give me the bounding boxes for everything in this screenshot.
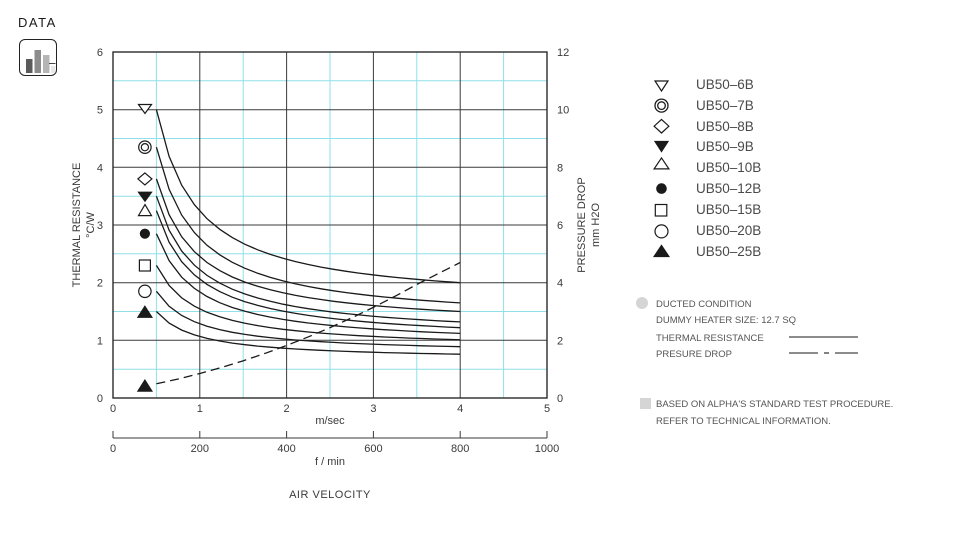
svg-text:BASED ON ALPHA'S STANDARD TEST: BASED ON ALPHA'S STANDARD TEST PROCEDURE… [656,399,893,410]
svg-text:mm H2O: mm H2O [590,203,602,247]
svg-text:1000: 1000 [535,443,559,455]
svg-text:4: 4 [97,162,103,174]
svg-text:4: 4 [457,403,463,415]
svg-text:THERMAL RESISTANCE: THERMAL RESISTANCE [71,163,83,288]
svg-text:DUCTED CONDITION: DUCTED CONDITION [656,299,752,310]
svg-text:200: 200 [191,443,209,455]
svg-text:UB50–10B: UB50–10B [696,160,761,175]
svg-text:f / min: f / min [315,456,345,468]
svg-text:2: 2 [284,403,290,415]
svg-text:REFER TO TECHNICAL INFORMATION: REFER TO TECHNICAL INFORMATION. [656,416,831,427]
svg-text:0: 0 [110,443,116,455]
svg-text:THERMAL RESISTANCE: THERMAL RESISTANCE [656,333,764,344]
svg-text:8: 8 [557,162,563,174]
svg-text:UB50–12B: UB50–12B [696,181,761,196]
svg-text:0: 0 [110,403,116,415]
svg-text:3: 3 [370,403,376,415]
svg-text:UB50–8B: UB50–8B [696,119,754,134]
svg-text:12: 12 [557,47,569,59]
svg-text:UB50–7B: UB50–7B [696,98,754,113]
svg-text:600: 600 [364,443,382,455]
svg-text:3: 3 [97,220,103,232]
svg-text:UB50–6B: UB50–6B [696,77,754,92]
svg-text:10: 10 [557,105,569,117]
svg-text:UB50–15B: UB50–15B [696,202,761,217]
svg-text:1: 1 [197,403,203,415]
svg-text:6: 6 [97,47,103,59]
svg-text:UB50–20B: UB50–20B [696,223,761,238]
svg-text:0: 0 [557,393,563,405]
svg-text:5: 5 [544,403,550,415]
svg-text:400: 400 [277,443,295,455]
svg-text:UB50–25B: UB50–25B [696,244,761,259]
svg-text:2: 2 [97,278,103,290]
svg-text:5: 5 [97,105,103,117]
svg-text:6: 6 [557,220,563,232]
svg-text:PRESSURE DROP: PRESSURE DROP [576,177,588,272]
svg-text:UB50–9B: UB50–9B [696,139,754,154]
svg-text:AIR VELOCITY: AIR VELOCITY [289,489,371,501]
svg-text:0: 0 [97,393,103,405]
svg-text:4: 4 [557,278,563,290]
svg-text:DUMMY HEATER SIZE: 12.7 SQ: DUMMY HEATER SIZE: 12.7 SQ [656,315,796,326]
svg-text:1: 1 [97,335,103,347]
svg-text:PRESURE DROP: PRESURE DROP [656,349,732,360]
svg-text:m/sec: m/sec [315,415,345,427]
svg-text:°C/W: °C/W [85,211,97,237]
svg-text:2: 2 [557,335,563,347]
svg-text:800: 800 [451,443,469,455]
